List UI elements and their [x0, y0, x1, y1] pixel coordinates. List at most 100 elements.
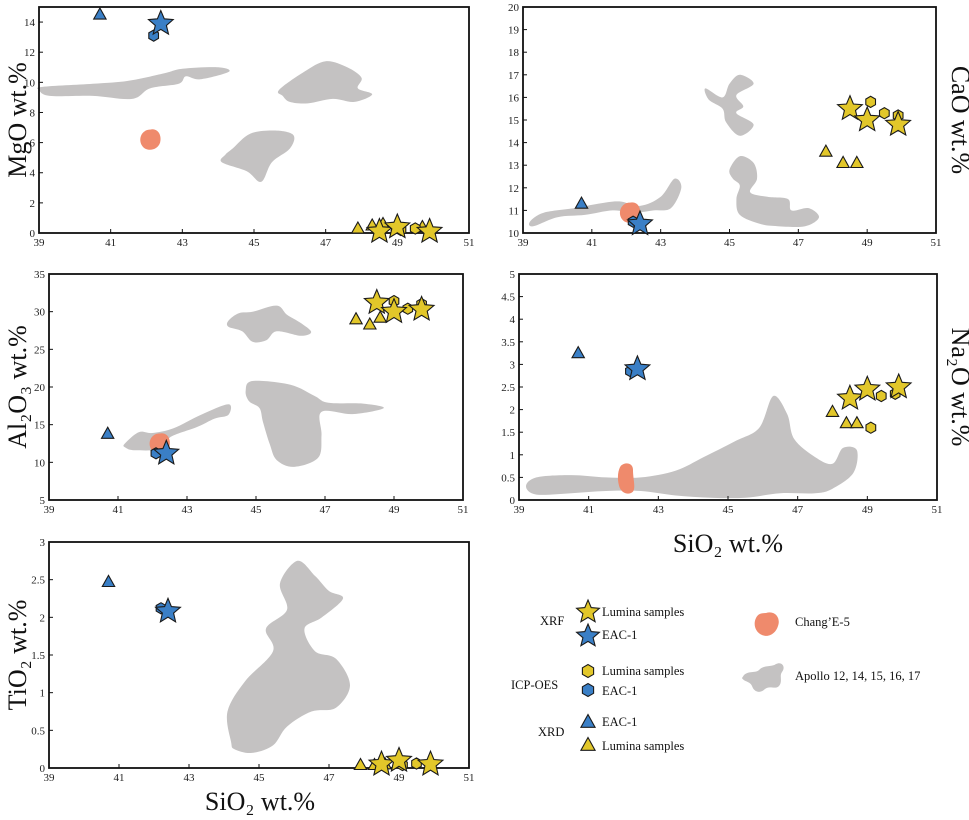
point-xrf-lumina-samples — [365, 217, 394, 244]
apollo-field — [277, 61, 373, 104]
apollo-field — [220, 130, 295, 182]
legend-label-xrf-eac1: EAC-1 — [602, 628, 637, 642]
apollo-field — [226, 560, 350, 754]
legend-category-xrd: XRD — [538, 725, 564, 739]
point-xrf-eac-1 — [626, 209, 654, 236]
y-tick-label: 16 — [508, 92, 520, 104]
y-tick-label: 2 — [40, 612, 46, 624]
point-icp-oes-lumina-samples — [409, 222, 421, 235]
y-tick-label: 0 — [40, 763, 46, 775]
legend-marker-change5 — [754, 612, 779, 636]
point-xrf-eac-1 — [623, 354, 652, 381]
y-tick-label: 1 — [510, 450, 516, 462]
chart-cao: 39 41 43 45 47 49 51 10 11 12 13 14 15 16 17 18 19 20 CaO … — [508, 2, 969, 249]
legend-label-xrf-lumina: Lumina samples — [602, 605, 684, 619]
point-xrf-lumina-samples — [380, 297, 408, 324]
point-xrd-lumina-samples — [849, 155, 864, 169]
x-tick-label: 47 — [320, 237, 332, 249]
y-tick-label: 2 — [510, 405, 516, 417]
point-xrd-eac-1 — [101, 574, 116, 588]
legend-label-icpoes-lumina: Lumina samples — [602, 664, 684, 678]
legend-label-change5: Chang’E-5 — [795, 615, 850, 629]
x-tick-label: 45 — [249, 237, 261, 249]
x-tick-label: 43 — [184, 772, 196, 784]
y-tick-label: 35 — [34, 269, 46, 281]
chart-mgo: 39 41 43 45 47 49 51 0 2 4 6 8 10 12 14 MgO wt.% — [3, 6, 475, 249]
y-tick-label: 8 — [30, 107, 36, 119]
x-tick-label: 41 — [105, 237, 116, 249]
legend-marker-xrf-lumina — [575, 598, 601, 623]
legend-label-xrd-lumina: Lumina samples — [602, 739, 684, 753]
y-tick-label: 0.5 — [31, 725, 45, 737]
x-tick-label: 47 — [793, 237, 805, 249]
x-tick-label: 43 — [182, 504, 194, 516]
y-tick-label: 5 — [40, 495, 46, 507]
apollo-field — [526, 395, 858, 499]
apollo-field — [226, 305, 312, 343]
x-axis-label: SiO₂ wt.% — [673, 529, 783, 558]
y-tick-label: 2.5 — [31, 575, 45, 587]
y-tick-label: 12 — [508, 183, 519, 195]
x-tick-label: 43 — [653, 504, 665, 516]
point-xrf-lumina-samples — [367, 749, 396, 776]
point-xrf-lumina-samples — [884, 110, 912, 137]
point-xrd-eac-1 — [100, 426, 115, 439]
chart-tio2: 39 41 43 45 47 49 51 0 0.5 1 1.5 2 2.5 3 TiO₂ wt.% SiO₂… — [3, 537, 475, 816]
x-tick-label: 47 — [320, 504, 332, 516]
x-tick-label: 51 — [464, 237, 475, 249]
point-xrf-eac-1 — [154, 596, 182, 623]
apollo-field — [123, 404, 232, 451]
legend-marker-icpoes-lumina — [581, 663, 595, 679]
y-tick-label: 4 — [510, 314, 516, 326]
y-axis-label: TiO₂ wt.% — [3, 600, 32, 711]
point-icp-oes-lumina-samples — [875, 389, 887, 403]
legend-marker-xrf-eac1 — [575, 622, 601, 647]
legend-label-xrd-eac1: EAC-1 — [602, 715, 637, 729]
point-xrf-lumina-samples — [407, 294, 436, 322]
point-xrd-lumina-samples — [835, 155, 851, 169]
y-tick-label: 20 — [34, 382, 46, 394]
x-tick-label: 51 — [932, 504, 943, 516]
y-tick-label: 1.5 — [31, 650, 45, 662]
legend-category-icpoes: ICP-OES — [511, 678, 558, 692]
point-xrd-eac-1 — [92, 6, 108, 20]
y-tick-label: 2 — [30, 198, 36, 210]
y-tick-label: 11 — [508, 205, 519, 217]
legend: XRF Lumina samples EAC-1 ICP-OES Lumina … — [511, 598, 920, 753]
y-tick-label: 6 — [30, 138, 36, 150]
change5-region — [617, 463, 635, 494]
y-tick-label: 3 — [510, 359, 516, 371]
y-tick-label: 14 — [508, 138, 520, 150]
point-xrd-eac-1 — [574, 195, 589, 209]
chart-na2o: 39 41 43 45 47 49 51 0 0.5 1 1.5 2 2.5 3 3.5 4 4.5 5 Na₂O … — [501, 269, 969, 558]
y-axis-label: MgO wt.% — [3, 62, 32, 178]
y-axis-label: Al₂O₃ wt.% — [3, 325, 32, 449]
point-xrd-lumina-samples — [373, 310, 388, 323]
point-xrd-lumina-samples — [353, 757, 368, 771]
point-xrd-lumina-samples — [362, 316, 377, 330]
legend-triangle-yellow — [579, 736, 597, 751]
x-tick-label: 45 — [254, 772, 266, 784]
point-icp-oes-lumina-samples — [878, 106, 890, 120]
x-tick-label: 49 — [394, 772, 406, 784]
point-xrf-eac-1 — [147, 9, 175, 36]
y-tick-label: 3.5 — [501, 337, 515, 349]
x-tick-label: 51 — [464, 772, 475, 784]
x-tick-label: 43 — [177, 237, 189, 249]
y-tick-label: 17 — [508, 70, 520, 82]
change5-region — [140, 129, 161, 150]
y-tick-label: 18 — [508, 47, 520, 59]
y-tick-label: 14 — [24, 17, 36, 29]
x-tick-label: 45 — [723, 504, 735, 516]
x-tick-label: 45 — [251, 504, 263, 516]
point-icp-oes-lumina-samples — [865, 421, 877, 434]
y-tick-label: 4 — [30, 168, 36, 180]
legend-label-icpoes-eac1: EAC-1 — [602, 684, 637, 698]
y-tick-label: 13 — [508, 160, 520, 172]
point-xrd-lumina-samples — [348, 311, 364, 325]
point-xrf-lumina-samples — [836, 383, 864, 410]
y-tick-label: 10 — [24, 77, 36, 89]
x-tick-label: 39 — [44, 772, 56, 784]
y-tick-label: 25 — [34, 344, 46, 356]
